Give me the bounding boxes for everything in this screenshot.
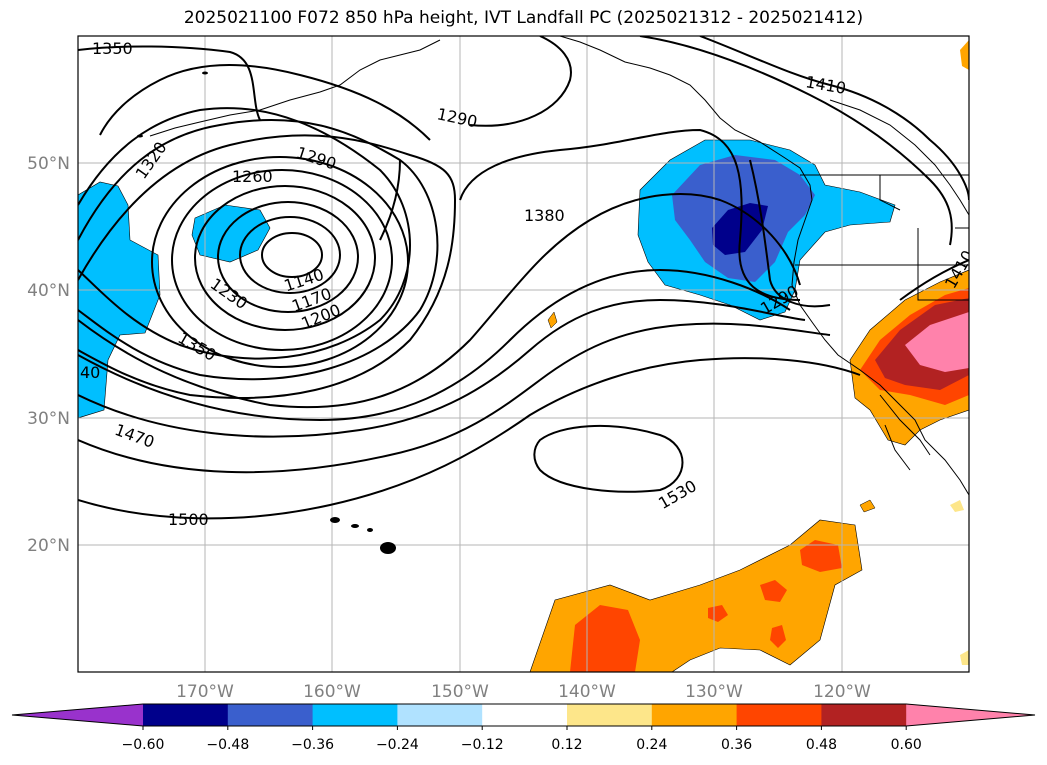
colorbar-tick-label: −0.48 xyxy=(206,737,249,753)
lon-label: 140°W xyxy=(558,682,616,702)
lat-label: 30°N xyxy=(27,409,70,429)
colorbar-tick-label: 0.12 xyxy=(551,737,582,753)
colorbar-segment xyxy=(567,704,653,726)
map-title: 2025021100 F072 850 hPa height, IVT Land… xyxy=(183,8,864,28)
lon-label: 130°W xyxy=(685,682,743,702)
contour-label: 40 xyxy=(80,363,100,382)
colorbar-segment xyxy=(736,704,822,726)
contour-label: 1290 xyxy=(435,104,479,131)
gridlines xyxy=(78,36,969,672)
contour-label: 1260 xyxy=(232,167,273,186)
colorbar-tick-label: 0.36 xyxy=(721,737,752,753)
coastlines xyxy=(149,36,969,496)
lat-label: 20°N xyxy=(27,536,70,556)
lon-label: 170°W xyxy=(176,682,234,702)
colorbar-segment xyxy=(651,704,738,726)
colorbar-segment xyxy=(143,704,229,726)
colorbar-tick-label: −0.60 xyxy=(122,737,165,753)
contour-label: 1410 xyxy=(804,72,847,98)
map-plot-area: 1350 1320 1260 1290 1290 1380 1410 1140 … xyxy=(78,36,978,672)
islands xyxy=(137,71,396,554)
contour-label: 1350 xyxy=(92,39,133,58)
colorbar-extend-high xyxy=(906,704,1035,726)
longitude-labels: 170°W 160°W 150°W 140°W 130°W 120°W xyxy=(176,682,871,702)
colorbar-tick-label: −0.36 xyxy=(291,737,334,753)
lon-label: 160°W xyxy=(303,682,361,702)
colorbar-segment xyxy=(821,704,907,726)
lat-label: 40°N xyxy=(27,281,70,301)
colorbar-tick-label: 0.60 xyxy=(891,737,922,753)
negative-shading xyxy=(78,139,896,419)
lon-label: 150°W xyxy=(431,682,489,702)
contour-label: 1500 xyxy=(168,510,209,529)
height-contours xyxy=(78,36,969,520)
contour-label: 1350 xyxy=(175,328,220,365)
lon-label: 120°W xyxy=(813,682,871,702)
contour-label: 1470 xyxy=(112,420,157,452)
contour-label: 1530 xyxy=(655,476,700,513)
colorbar: −0.60 −0.48 −0.36 −0.24 −0.12 0.12 0.24 0.36 0.4… xyxy=(11,703,1036,753)
positive-shading xyxy=(529,40,969,672)
colorbar-segment xyxy=(312,704,398,726)
colorbar-tick-label: 0.48 xyxy=(806,737,837,753)
plot-frame xyxy=(77,35,970,673)
latitude-labels: 50°N 40°N 30°N 20°N xyxy=(27,154,70,556)
colorbar-extend-low xyxy=(12,704,143,726)
contour-label: 1230 xyxy=(207,274,251,313)
colorbar-segment xyxy=(227,704,314,726)
colorbar-segment xyxy=(397,704,483,726)
contour-label: 1380 xyxy=(524,206,565,225)
colorbar-segment xyxy=(482,704,568,726)
colorbar-tick-label: 0.24 xyxy=(636,737,667,753)
contour-label: 1410 xyxy=(941,247,978,292)
lat-label: 50°N xyxy=(27,154,70,174)
colorbar-tick-label: −0.24 xyxy=(376,737,419,753)
contour-labels: 1350 1320 1260 1290 1290 1380 1410 1140 … xyxy=(80,39,978,529)
colorbar-tick-label: −0.12 xyxy=(461,737,504,753)
